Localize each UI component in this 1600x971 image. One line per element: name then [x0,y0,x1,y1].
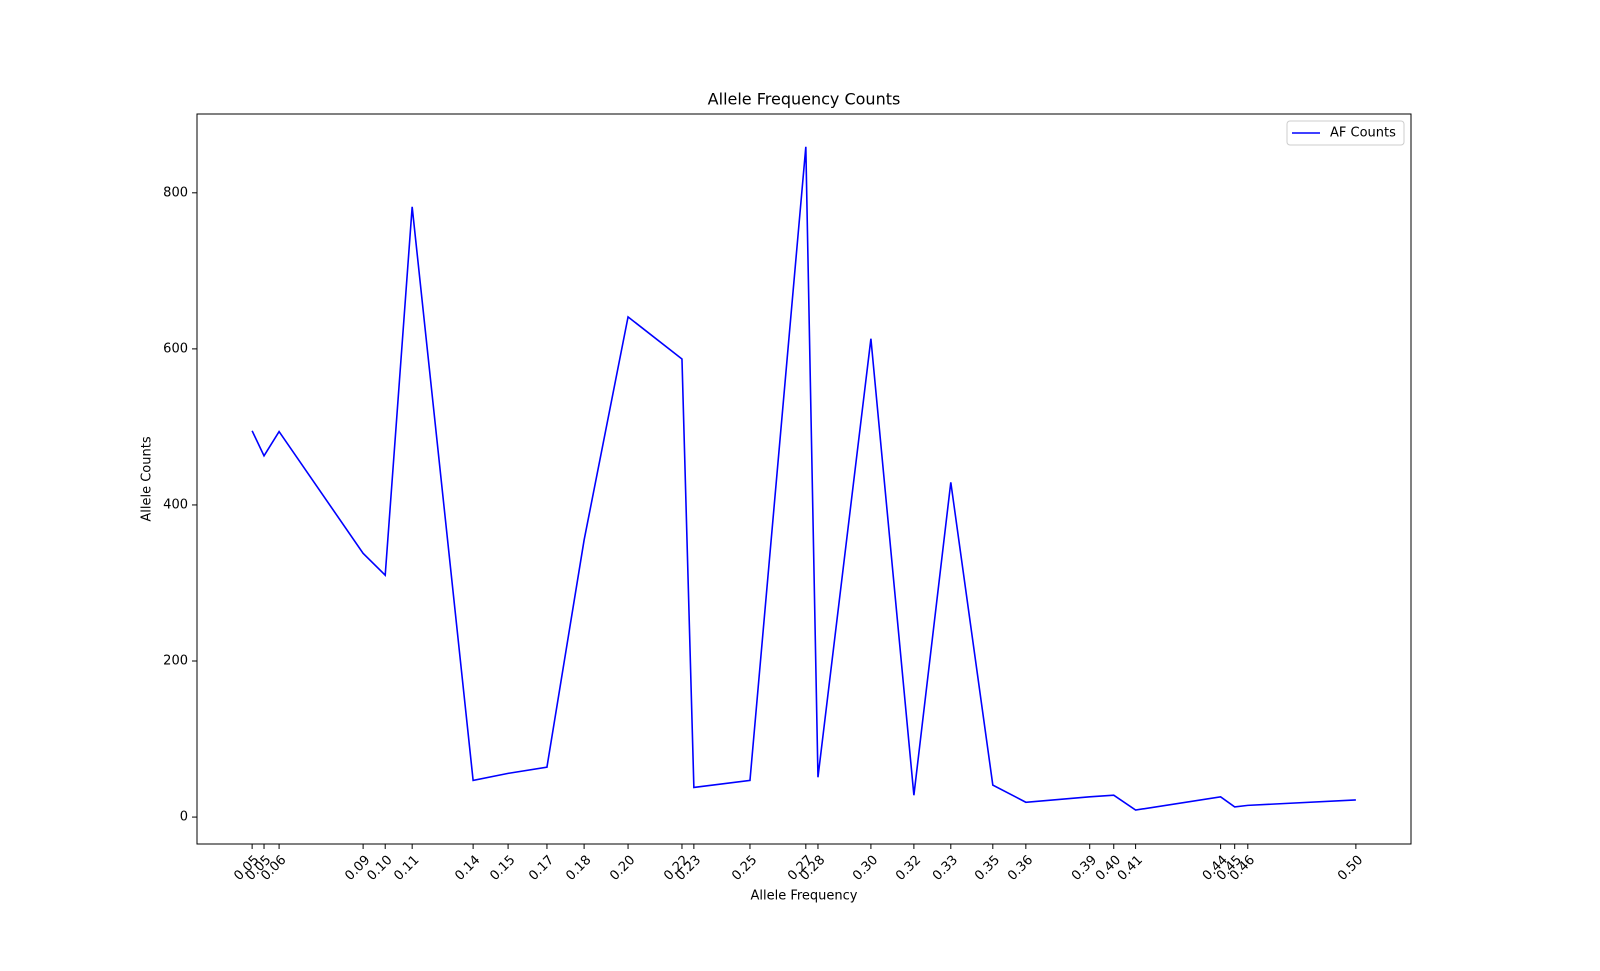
y-tick-label: 0 [180,810,188,825]
x-tick-label: 0.36 [1005,853,1036,884]
x-tick-label: 0.18 [563,853,594,884]
legend-label: AF Counts [1330,126,1396,141]
x-tick-label: 0.10 [364,853,395,884]
y-tick-label: 600 [163,341,188,356]
x-tick-label: 0.50 [1335,853,1366,884]
y-tick-label: 800 [163,185,188,200]
data-line [251,146,1356,811]
x-tick-label: 0.41 [1115,853,1146,884]
x-tick-label: 0.39 [1069,853,1100,884]
x-tick-label: 0.32 [893,853,924,884]
y-axis-label: Allele Counts [140,436,155,521]
plot-frame [196,113,1412,845]
x-axis-label: Allele Frequency [750,889,857,904]
x-tick-label: 0.15 [487,853,518,884]
x-tick-label: 0.33 [930,853,961,884]
x-tick-label: 0.30 [850,853,881,884]
x-tick-label: 0.11 [391,853,422,884]
legend-box [1286,120,1405,146]
x-tick-label: 0.20 [607,853,638,884]
chart-title: Allele Frequency Counts [708,90,901,109]
x-tick-label: 0.17 [526,853,557,884]
x-tick-label: 0.14 [452,853,483,884]
x-tick-label: 0.35 [972,853,1003,884]
y-tick-label: 400 [163,497,188,512]
x-tick-label: 0.25 [729,853,760,884]
y-tick-label: 200 [163,654,188,669]
